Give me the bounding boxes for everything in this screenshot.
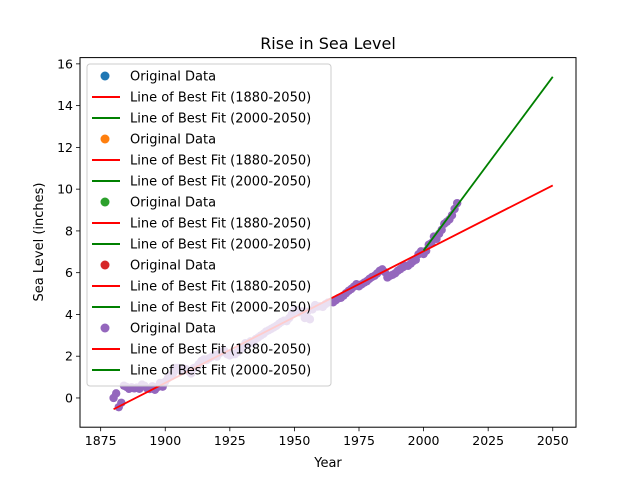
y-tick-label: 14	[57, 98, 73, 113]
legend: Original Data Line of Best Fit (1880-2050…	[86, 63, 332, 387]
y-axis-title: Sea Level (inches)	[32, 183, 47, 302]
x-tick-label: 2000	[408, 433, 440, 448]
legend-label: Line of Best Fit (1880-2050)	[130, 217, 311, 232]
legend-label: Line of Best Fit (2000-2050)	[130, 301, 311, 316]
legend-label: Line of Best Fit (1880-2050)	[130, 91, 311, 106]
legend-label: Original Data	[130, 196, 216, 211]
x-tick-label: 1900	[149, 433, 181, 448]
y-tick-label: 10	[57, 182, 73, 197]
legend-label: Line of Best Fit (2000-2050)	[130, 175, 311, 190]
y-tick-label: 4	[65, 307, 73, 322]
y-axis-ticks: 0 2 4 6 8 10 12 14 16	[57, 56, 80, 405]
legend-label: Line of Best Fit (2000-2050)	[130, 238, 311, 253]
data-point	[111, 389, 121, 398]
fit-line-recent-years	[422, 76, 554, 252]
y-tick-label: 8	[65, 223, 73, 238]
legend-label: Original Data	[130, 322, 216, 337]
legend-label: Original Data	[130, 70, 216, 85]
legend-label: Original Data	[130, 133, 216, 148]
x-tick-label: 1950	[279, 433, 311, 448]
legend-marker	[100, 197, 110, 207]
legend-marker	[100, 323, 110, 333]
y-tick-label: 16	[57, 56, 73, 71]
legend-box	[86, 63, 332, 387]
legend-label: Original Data	[130, 259, 216, 274]
y-tick-label: 2	[65, 349, 73, 364]
legend-marker	[100, 71, 110, 81]
plot-area-frame	[79, 57, 577, 428]
chart-title: Rise in Sea Level	[260, 34, 396, 53]
x-tick-label: 2050	[537, 433, 569, 448]
legend-marker	[100, 134, 110, 144]
x-tick-label: 1925	[214, 433, 246, 448]
x-tick-label: 2025	[472, 433, 504, 448]
legend-label: Line of Best Fit (2000-2050)	[130, 112, 311, 127]
x-axis-ticks: 1875 1900 1925 1950 1975 2000 2025 2050	[85, 427, 569, 448]
legend-label: Line of Best Fit (1880-2050)	[130, 280, 311, 295]
y-tick-label: 6	[65, 265, 73, 280]
y-tick-label: 0	[65, 390, 73, 405]
y-tick-label: 12	[57, 140, 73, 155]
x-tick-label: 1975	[343, 433, 375, 448]
x-tick-label: 1875	[85, 433, 117, 448]
legend-label: Line of Best Fit (1880-2050)	[130, 343, 311, 358]
legend-label: Line of Best Fit (2000-2050)	[130, 364, 311, 379]
legend-label: Line of Best Fit (1880-2050)	[130, 154, 311, 169]
legend-marker	[100, 260, 110, 270]
x-axis-title: Year	[313, 456, 342, 471]
